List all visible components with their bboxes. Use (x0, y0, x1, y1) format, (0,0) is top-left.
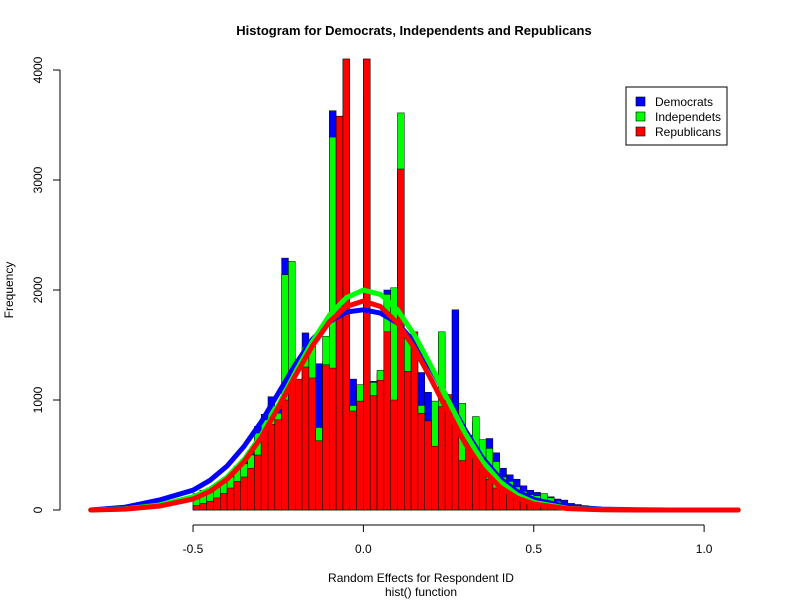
bar-2-34 (424, 420, 432, 511)
bar-2-32 (410, 331, 419, 511)
bar-2-19 (322, 364, 330, 511)
y-tick-label-3: 3000 (31, 166, 45, 193)
bar-2-17 (308, 377, 316, 511)
bar-2-3 (213, 497, 221, 511)
x-tick-label-3: 1.0 (696, 542, 713, 556)
x-axis-sub-label: hist() function (385, 585, 457, 599)
legend-label-republicans: Republicans (655, 125, 721, 139)
bar-2-27 (376, 379, 385, 511)
bar-2-29 (390, 399, 398, 511)
bar-2-9 (254, 454, 262, 511)
bar-2-7 (240, 476, 248, 511)
bar-2-12 (274, 419, 282, 511)
bar-2-15 (295, 378, 303, 511)
bar-2-18 (315, 440, 323, 511)
legend-label-independents: Independets (655, 110, 721, 124)
bar-2-43 (485, 478, 494, 511)
bar-2-39 (458, 460, 466, 511)
bar-2-8 (247, 467, 255, 511)
x-tick-label-0: -0.5 (183, 542, 204, 556)
bar-2-16 (301, 366, 310, 511)
x-axis-label: Random Effects for Respondent ID (328, 571, 514, 585)
bar-2-25 (363, 58, 371, 511)
bar-2-5 (226, 487, 235, 511)
bar-2-2 (206, 500, 214, 511)
bar-2-26 (369, 395, 378, 511)
y-tick-label-0: 0 (31, 506, 45, 513)
axes-layer: -0.5 0.0 0.5 1.0 0 1000 2000 3000 4000 (31, 56, 713, 556)
bar-2-31 (404, 371, 412, 511)
bar-2-20 (329, 367, 337, 511)
x-tick-label-2: 0.5 (525, 542, 542, 556)
bar-2-35 (431, 445, 439, 511)
bar-2-13 (281, 399, 289, 511)
bar-2-10 (260, 429, 269, 511)
bar-2-36 (438, 406, 446, 511)
density-curves-layer (88, 287, 741, 513)
chart-title: Histogram for Democrats, Independents an… (236, 23, 591, 38)
legend-swatch-independents (635, 111, 646, 122)
bar-2-1 (199, 503, 207, 511)
bar-2-24 (356, 400, 364, 511)
legend: Democrats Independets Republicans (625, 86, 728, 146)
x-tick-label-1: 0.0 (355, 542, 372, 556)
bar-2-11 (267, 423, 276, 511)
y-tick-label-4: 4000 (31, 56, 45, 83)
legend-label-democrats: Democrats (655, 95, 713, 109)
bar-2-28 (383, 331, 391, 511)
bar-2-23 (349, 410, 357, 511)
bar-2-44 (492, 487, 500, 511)
y-tick-label-1: 1000 (31, 386, 45, 413)
y-tick-label-2: 2000 (31, 276, 45, 303)
bar-2-4 (220, 493, 228, 511)
bar-2-0 (192, 505, 201, 511)
legend-swatch-republicans (635, 126, 646, 137)
bar-2-6 (233, 481, 241, 511)
y-axis-label: Frequency (2, 262, 16, 319)
bar-2-33 (417, 412, 425, 511)
bar-2-30 (397, 168, 405, 511)
density-curve-2 (88, 298, 741, 513)
bar-2-14 (288, 378, 296, 511)
legend-swatch-democrats (635, 96, 646, 107)
bar-2-22 (342, 58, 351, 511)
